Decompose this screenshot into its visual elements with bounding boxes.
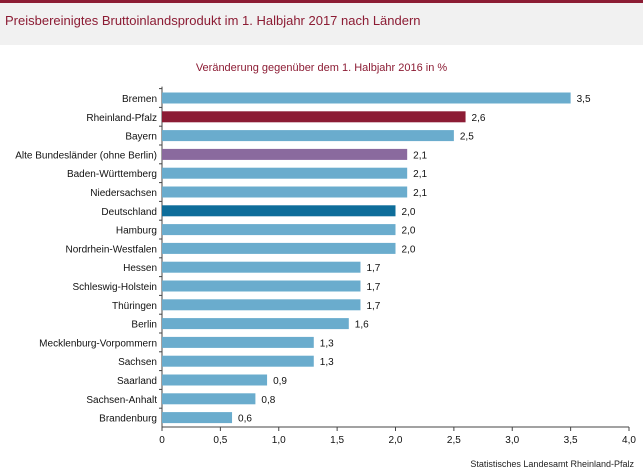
bar [162, 374, 268, 386]
bar [162, 299, 361, 311]
category-label: Schleswig-Holstein [73, 282, 157, 293]
bar [162, 355, 314, 367]
bar [162, 224, 396, 236]
data-label: 1,3 [320, 338, 334, 349]
bar-chart: Bremen 3,5 Rheinland-Pfalz 2,6 Bayern 2,5 Alte… [15, 86, 636, 446]
category-label: Sachsen-Anhalt [86, 395, 157, 406]
bar [162, 111, 466, 123]
x-tick-label: 2,0 [389, 435, 403, 446]
category-label: Bayern [125, 132, 157, 143]
category-label: Mecklenburg-Vorpommern [39, 338, 157, 349]
bar [162, 336, 314, 348]
x-tick-label: 1,0 [272, 435, 286, 446]
data-label: 2,1 [413, 150, 427, 161]
header: Preisbereinigtes Bruttoinlandsprodukt im… [0, 3, 643, 45]
x-tick-label: 3,5 [564, 435, 578, 446]
data-label: 3,5 [577, 94, 591, 105]
category-label: Deutschland [101, 207, 157, 218]
data-label: 1,3 [320, 357, 334, 368]
source-note: Statistisches Landesamt Rheinland-Pfalz [470, 459, 634, 469]
category-label: Hessen [123, 263, 157, 274]
data-label: 2,1 [413, 169, 427, 180]
data-label: 2,0 [402, 226, 416, 237]
bar [162, 242, 396, 254]
category-label: Bremen [122, 94, 157, 105]
data-label: 0,6 [238, 414, 252, 425]
category-label: Sachsen [118, 357, 157, 368]
data-label: 2,0 [402, 244, 416, 255]
page-title: Preisbereinigtes Bruttoinlandsprodukt im… [5, 13, 421, 28]
category-label: Baden-Württemberg [67, 169, 157, 180]
data-label: 1,6 [355, 320, 369, 331]
data-label: 2,6 [472, 113, 486, 124]
x-tick-label: 0 [159, 435, 165, 446]
bar [162, 318, 349, 330]
bar [162, 412, 233, 424]
category-label: Nordrhein-Westfalen [65, 244, 157, 255]
data-label: 1,7 [366, 263, 380, 274]
bar [162, 186, 408, 198]
x-tick-label: 2,5 [447, 435, 461, 446]
category-label: Niedersachsen [90, 188, 157, 199]
data-label: 0,9 [273, 376, 287, 387]
bar [162, 280, 361, 292]
category-label: Alte Bundesländer (ohne Berlin) [15, 150, 157, 161]
data-label: 1,7 [366, 282, 380, 293]
category-label: Hamburg [116, 226, 157, 237]
category-label: Saarland [117, 376, 157, 387]
bar [162, 130, 454, 142]
data-label: 1,7 [366, 301, 380, 312]
category-label: Berlin [131, 320, 157, 331]
chart-title: Veränderung gegenüber dem 1. Halbjahr 20… [195, 62, 448, 74]
data-label: 2,5 [460, 132, 474, 143]
top-accent-line [0, 0, 643, 3]
bar [162, 92, 571, 104]
bar [162, 167, 408, 179]
bar [162, 261, 361, 273]
chart-area: Veränderung gegenüber dem 1. Halbjahr 20… [0, 45, 643, 473]
bar [162, 393, 256, 405]
bar [162, 148, 408, 160]
data-label: 2,0 [402, 207, 416, 218]
data-label: 2,1 [413, 188, 427, 199]
data-label: 0,8 [261, 395, 275, 406]
category-label: Brandenburg [99, 414, 157, 425]
x-tick-label: 4,0 [622, 435, 636, 446]
x-tick-label: 1,5 [330, 435, 344, 446]
category-label: Rheinland-Pfalz [86, 113, 157, 124]
category-label: Thüringen [112, 301, 157, 312]
x-tick-label: 3,0 [505, 435, 519, 446]
bar [162, 205, 396, 217]
x-tick-label: 0,5 [213, 435, 227, 446]
